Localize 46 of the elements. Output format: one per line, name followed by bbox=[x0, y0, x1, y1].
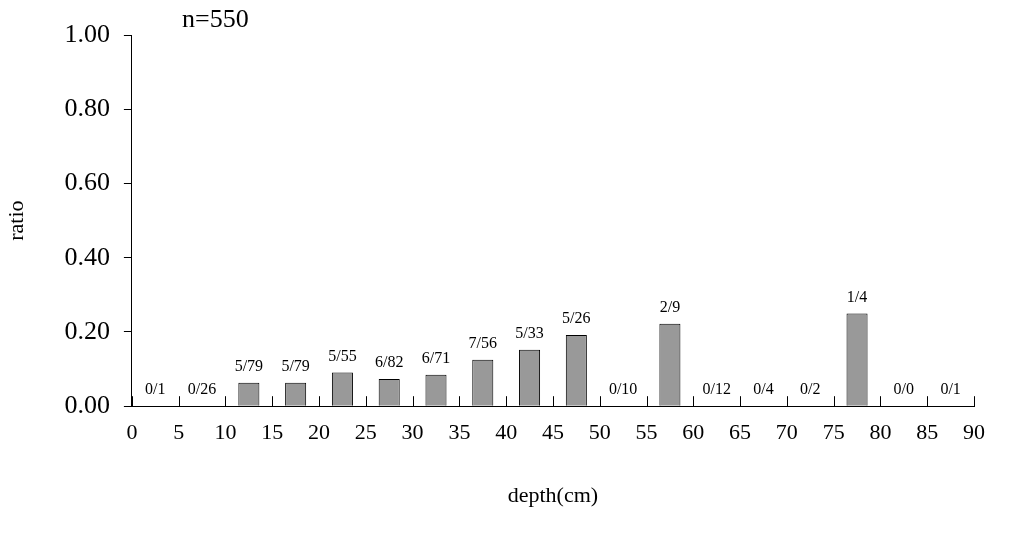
y-tick-label: 0.60 bbox=[64, 167, 110, 197]
x-tick-label: 15 bbox=[261, 419, 284, 445]
data-label: 6/82 bbox=[374, 353, 404, 371]
x-tick-label: 25 bbox=[354, 419, 377, 445]
x-tick-label: 80 bbox=[869, 419, 892, 445]
data-label: 7/56 bbox=[468, 334, 497, 351]
x-axis-title: depth(cm) bbox=[507, 481, 599, 507]
text: n=550 bbox=[182, 3, 249, 33]
y-tick-label: 0.20 bbox=[64, 315, 110, 345]
x-tick-label: 50 bbox=[588, 419, 611, 445]
data-label: 5/79 bbox=[281, 357, 310, 375]
data-label: 6/71 bbox=[421, 348, 451, 366]
x-tick-label: 85 bbox=[916, 419, 939, 445]
x-tick-label: 55 bbox=[635, 419, 658, 445]
x-tick-label: 45 bbox=[541, 419, 564, 445]
data-label: 0/12 bbox=[702, 380, 731, 398]
data-label: 0/1 bbox=[145, 380, 166, 398]
y-tick-label: 0.80 bbox=[64, 93, 110, 123]
data-label: 5/55 bbox=[328, 346, 357, 364]
y-tick-label: 1.00 bbox=[64, 18, 110, 48]
data-label: 1/4 bbox=[846, 287, 868, 305]
data-label: 0/10 bbox=[608, 380, 638, 398]
x-tick-label: 5 bbox=[173, 419, 185, 445]
x-tick-label: 75 bbox=[822, 419, 845, 445]
x-tick-label: 70 bbox=[775, 419, 798, 445]
x-tick-label: 30 bbox=[401, 419, 424, 445]
data-label: 5/79 bbox=[234, 357, 264, 375]
data-label: 0/2 bbox=[800, 380, 821, 398]
x-tick-label: 90 bbox=[963, 419, 985, 445]
data-label: 0/26 bbox=[187, 380, 217, 398]
data-label: 5/33 bbox=[515, 323, 544, 341]
y-axis-title: ratio bbox=[2, 200, 28, 241]
x-tick-label: 10 bbox=[214, 419, 237, 445]
y-tick-label: 0.00 bbox=[64, 390, 110, 420]
x-tick-label: 35 bbox=[448, 419, 471, 445]
x-tick-label: 60 bbox=[682, 419, 705, 445]
data-label: 2/9 bbox=[659, 298, 681, 315]
data-label: 0/1 bbox=[940, 380, 961, 398]
y-tick-label: 0.40 bbox=[64, 241, 110, 271]
x-tick-label: 0 bbox=[126, 419, 138, 445]
x-tick-label: 40 bbox=[495, 419, 518, 445]
x-tick-label: 20 bbox=[308, 419, 331, 445]
x-tick-label: 65 bbox=[729, 419, 752, 445]
data-label: 0/0 bbox=[893, 380, 915, 398]
data-label: 0/4 bbox=[753, 380, 774, 398]
data-label: 5/26 bbox=[562, 309, 591, 327]
